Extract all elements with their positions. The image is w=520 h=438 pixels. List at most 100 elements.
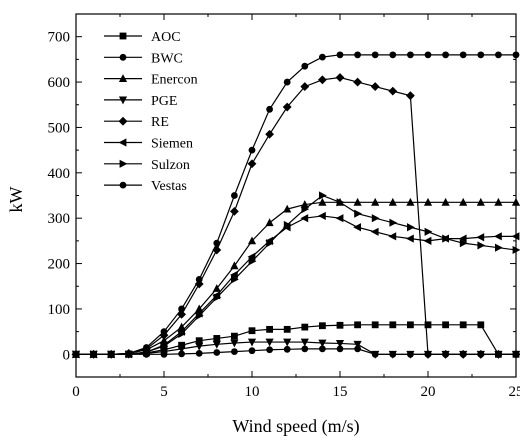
data-point xyxy=(229,206,239,216)
series-line xyxy=(76,201,516,355)
data-point xyxy=(195,337,203,345)
legend-item: AOC xyxy=(104,30,181,45)
data-point xyxy=(159,348,169,357)
x-tick-label: 5 xyxy=(160,384,168,400)
legend-item: PGE xyxy=(104,94,177,109)
data-point xyxy=(125,350,133,357)
data-point xyxy=(388,197,397,206)
data-point xyxy=(283,338,292,347)
data-point xyxy=(230,339,239,348)
data-point xyxy=(353,197,362,206)
data-point xyxy=(406,350,415,359)
data-point xyxy=(423,197,433,206)
data-point xyxy=(212,340,221,349)
plot-area xyxy=(71,51,520,359)
data-point xyxy=(265,338,274,347)
data-point xyxy=(247,338,257,347)
data-point xyxy=(248,347,256,355)
series-line xyxy=(76,76,516,355)
y-tick-label: 300 xyxy=(48,211,71,227)
data-point xyxy=(370,82,380,92)
data-point xyxy=(389,218,398,227)
data-point xyxy=(335,73,345,82)
data-point xyxy=(178,305,186,313)
data-point xyxy=(512,245,520,255)
data-point xyxy=(354,345,361,353)
data-point xyxy=(354,209,363,218)
axes: 0 5 10 15 20 25 0 100 200 300 400 500 600 700 xyxy=(48,13,520,400)
data-point xyxy=(476,233,485,242)
data-point xyxy=(283,325,291,333)
data-point xyxy=(319,191,327,200)
data-point xyxy=(424,51,432,59)
x-tick-label: 25 xyxy=(509,384,520,400)
series-line xyxy=(76,215,516,355)
data-point xyxy=(336,321,344,329)
data-point xyxy=(424,321,432,329)
data-point xyxy=(493,349,503,359)
data-point xyxy=(335,214,344,223)
data-point xyxy=(231,332,238,340)
data-point xyxy=(424,227,433,236)
data-point xyxy=(511,232,520,241)
data-point xyxy=(195,276,203,283)
data-point xyxy=(118,96,128,105)
y-tick-label: 400 xyxy=(48,166,71,182)
data-point xyxy=(119,159,128,168)
series-line xyxy=(76,194,517,355)
data-point xyxy=(283,78,291,86)
data-point xyxy=(248,257,257,266)
data-point xyxy=(370,227,379,236)
data-point xyxy=(248,327,256,335)
data-point xyxy=(72,350,80,358)
data-point xyxy=(195,342,204,351)
data-point xyxy=(442,51,449,59)
data-point xyxy=(371,51,379,59)
data-point xyxy=(423,349,433,359)
legend-label: PGE xyxy=(151,94,177,109)
data-point xyxy=(512,51,520,59)
data-point xyxy=(494,197,503,206)
data-point xyxy=(407,51,414,59)
data-point xyxy=(318,339,327,348)
data-point xyxy=(265,218,274,227)
data-point xyxy=(301,62,309,70)
data-point xyxy=(477,241,486,250)
data-point xyxy=(230,261,239,270)
data-point xyxy=(178,329,187,338)
legend-label: BWC xyxy=(151,51,183,66)
data-point xyxy=(406,197,415,206)
series-siemen xyxy=(71,211,520,359)
data-point xyxy=(231,192,238,199)
data-point xyxy=(118,74,128,82)
data-point xyxy=(459,51,467,59)
data-point xyxy=(194,279,204,289)
data-point xyxy=(265,129,275,139)
data-point xyxy=(319,322,326,330)
data-point xyxy=(195,350,203,357)
data-point xyxy=(231,348,238,355)
data-point xyxy=(301,205,310,214)
data-point xyxy=(213,335,221,342)
legend-item: RE xyxy=(104,115,169,130)
legend-item: BWC xyxy=(104,51,183,66)
data-point xyxy=(266,239,275,248)
data-point xyxy=(247,236,257,245)
data-point xyxy=(442,234,451,243)
data-point xyxy=(476,197,485,206)
legend: AOC BWC Enercon PGE RE Siemen Sulzon Vestas xyxy=(104,30,198,194)
data-point xyxy=(282,102,292,112)
x-axis-label: Wind speed (m/s) xyxy=(232,416,359,437)
data-point xyxy=(301,323,309,331)
data-point xyxy=(405,234,414,243)
data-point xyxy=(319,53,326,61)
legend-item: Vestas xyxy=(104,179,187,194)
legend-item: Enercon xyxy=(104,73,198,88)
data-point xyxy=(248,146,256,154)
data-point xyxy=(213,239,221,247)
x-tick-label: 15 xyxy=(333,384,348,400)
legend-item: Sulzon xyxy=(104,158,190,173)
data-point xyxy=(493,232,502,241)
data-point xyxy=(371,321,379,329)
data-point xyxy=(283,220,292,230)
